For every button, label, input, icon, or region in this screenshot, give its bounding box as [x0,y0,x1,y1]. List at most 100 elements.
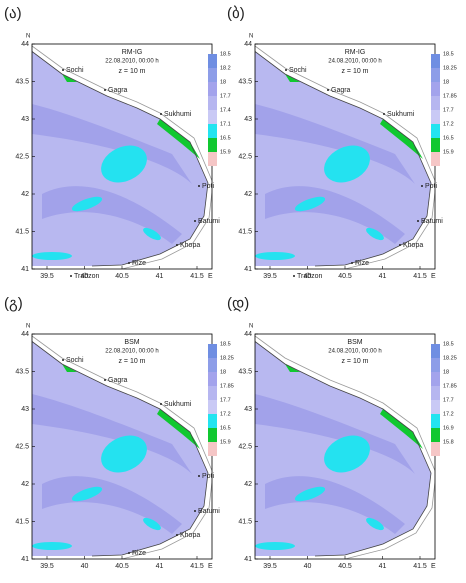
place-dot [194,510,196,512]
east-label: E [208,563,213,570]
colorbar-swatch [431,110,440,124]
panel: (გ) BSM 22.08.2010, 00:00 h z = 10 m Sochi Ga… [4,295,234,570]
panel: (ა) RM-IG 22.08.2010, 00:00 h z = 10 m Sochi… [4,5,231,280]
lat-tick-label: 43.5 [15,78,29,85]
lat-tick-label: 43 [244,406,252,413]
date-title: 22.08.2010, 00:00 h [105,349,158,355]
lat-tick-label: 41.5 [15,518,29,525]
colorbar-label: 18 [443,369,449,375]
panel-label: (დ) [227,295,249,312]
colorbar-label: 18.25 [443,355,457,361]
lat-tick-label: 41 [21,556,29,563]
colorbar-label: 18 [220,369,226,375]
colorbar-label: 18.2 [220,65,231,71]
colorbar-label: 18.5 [443,51,454,57]
lat-tick-label: 43.5 [15,368,29,375]
lon-tick-label: 41 [379,273,387,280]
colorbar-swatch [431,344,440,358]
sea-map [255,44,435,269]
place-name: Sochi [66,67,84,74]
lat-tick-label: 43 [244,116,252,123]
colorbar-swatch [431,358,440,372]
colorbar-swatch [208,96,217,110]
lat-tick-label: 41.5 [238,228,252,235]
lon-tick-label: 40 [304,273,312,280]
place-name: Trabzon [297,273,323,280]
panel-label: (ა) [4,5,22,22]
place-dot [160,113,162,115]
lat-tick-label: 41.5 [15,228,29,235]
place-dot [327,89,329,91]
colorbar-swatch [431,386,440,400]
colorbar-swatch [431,442,440,456]
colorbar-swatch [431,414,440,428]
depth-title: z = 10 m [341,68,368,75]
colorbar-label: 17.2 [443,121,454,127]
place-name: Khopa [403,242,423,249]
colorbar-label: 17.7 [220,397,231,403]
panel: (ბ) RM-IG 24.08.2010, 00:00 h z = 10 m Sochi… [227,5,457,280]
lat-tick-label: 41 [244,266,252,273]
lat-tick-label: 43 [21,116,29,123]
lon-tick-label: 41.5 [190,273,204,280]
colorbar-swatch [208,358,217,372]
place-name: Poti [425,183,438,190]
lon-tick-label: 41.5 [413,563,427,570]
lat-tick-label: 43 [21,406,29,413]
sea-map [32,44,212,269]
north-label: N [26,34,30,40]
colorbar-label: 15.8 [443,439,454,445]
colorbar-label: 17.1 [220,121,231,127]
lat-tick-label: 44 [21,331,29,338]
lon-tick-label: 40 [304,563,312,570]
place-dot [176,534,178,536]
colorbar-label: 17.85 [220,383,234,389]
panel-label: (გ) [4,295,23,312]
lat-tick-label: 44 [244,41,252,48]
place-dot [160,403,162,405]
place-dot [417,220,419,222]
colorbar-swatch [208,82,217,96]
place-name: Sukhumi [164,111,192,118]
place-dot [62,359,64,361]
lat-tick-label: 41.5 [238,518,252,525]
place-name: Khopa [180,532,200,539]
colorbar-label: 15.9 [220,149,231,155]
lat-tick-label: 42 [21,191,29,198]
colorbar-label: 18.5 [220,341,231,347]
lon-tick-label: 41.5 [190,563,204,570]
place-dot [104,379,106,381]
colorbar-label: 17.7 [220,93,231,99]
panel: (დ) BSM 24.08.2010, 00:00 h z = 10 m 18.5 18.… [227,295,457,570]
colorbar-swatch [208,138,217,152]
colorbar-swatch [208,372,217,386]
model-title: RM-IG [122,49,143,56]
depth-title: z = 10 m [341,358,368,365]
depth-title: z = 10 m [118,68,145,75]
place-dot [198,185,200,187]
lon-tick-label: 40.5 [115,273,129,280]
colorbar-swatch [208,414,217,428]
depth-title: z = 10 m [118,358,145,365]
colorbar-swatch [208,386,217,400]
place-dot [128,262,130,264]
colorbar-label: 16.9 [443,425,454,431]
lon-tick-label: 41 [156,273,164,280]
place-name: Khopa [180,242,200,249]
lat-tick-label: 42 [244,191,252,198]
lon-tick-label: 39.5 [40,273,54,280]
colorbar-label: 18 [443,79,449,85]
date-title: 24.08.2010, 00:00 h [328,59,381,65]
north-label: N [249,34,253,40]
colorbar-label: 16.5 [220,425,231,431]
colorbar-label: 15.9 [443,149,454,155]
place-dot [128,552,130,554]
lat-tick-label: 42 [244,481,252,488]
place-name: Poti [202,183,215,190]
place-dot [383,113,385,115]
place-name: Sochi [289,67,307,74]
date-title: 22.08.2010, 00:00 h [105,59,158,65]
colorbar-label: 17.2 [220,411,231,417]
colorbar-swatch [431,54,440,68]
panel-label: (ბ) [227,5,245,22]
